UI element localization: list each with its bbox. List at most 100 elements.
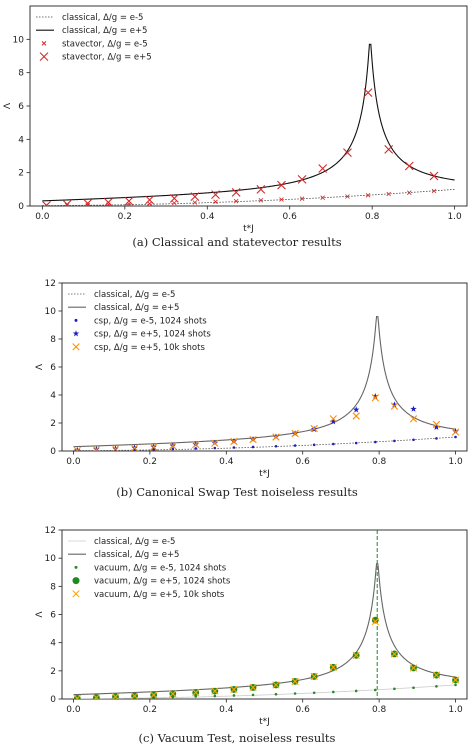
legend-label: csp, Δ/g = e+5, 1024 shots [94,330,211,340]
y-tick-label: 6 [50,611,56,621]
data-point-star [74,446,81,451]
legend-label: classical, Δ/g = e-5 [94,537,175,547]
data-point-x-marker [62,199,72,206]
series-line-2 [73,563,456,696]
data-point-x-marker [318,164,328,173]
data-point-x-marker [169,442,177,450]
data-point-x-marker [256,184,266,194]
data-point-dot [213,446,217,450]
data-point-x-marker [169,690,177,698]
data-point-x-marker [390,650,399,658]
legend-label: classical, Δ/g = e+5 [94,550,179,560]
data-point-dot [393,439,396,443]
x-tick-label: 0.6 [296,705,311,715]
x-tick-label: 1.0 [448,705,463,715]
panel-3: 0.0 0.2 0.4 0.6 0.8 1.0 0 2 4 6 8 10 12 t*J Λclassical… [35,526,468,745]
data-point-x-marker [371,617,379,626]
y-tick-label: 0 [50,695,56,705]
legend-x-swatch [41,41,47,46]
data-point-x-marker [192,440,200,449]
plot-area [73,316,460,451]
data-point-x-marker [130,692,139,699]
data-point-x-marker [192,200,198,205]
x-tick-label: 1.0 [447,212,462,222]
y-axis-label: Λ [35,363,45,370]
x-tick-label: 0.8 [372,705,387,715]
legend-label: vacuum, Δ/g = e+5, 10k shots [94,590,225,600]
legend-label: csp, Δ/g = e-5, 1024 shots [94,316,207,326]
data-point-star [452,428,459,435]
x-axis-label: t*J [259,717,270,727]
legend-label: classical, Δ/g = e+5 [62,26,147,36]
data-point-x-marker [291,677,299,686]
plot-area [42,43,455,206]
x-axis-label: t*J [243,224,254,234]
data-point-x-marker [432,671,441,679]
data-point-dot [454,435,457,439]
data-point-dot [412,686,415,690]
data-point-x-marker [407,190,412,195]
data-point-x-marker [291,429,299,438]
data-point-large-dot [371,616,379,624]
y-tick-label: 12 [45,526,56,536]
data-point-x-marker [42,200,51,206]
x-tick-label: 0.0 [35,212,50,222]
data-point-x-marker [279,197,284,202]
data-point-dot [232,446,236,449]
y-tick-label: 6 [18,102,24,112]
y-tick-label: 12 [45,279,56,289]
data-point-dot [412,438,415,442]
data-point-dot [251,693,255,697]
series-line-1 [42,188,455,206]
data-point-star [410,405,417,412]
legend-x-swatch [72,590,80,598]
data-point-x-marker [258,198,264,203]
y-tick-label: 6 [50,363,56,373]
series-line-2 [73,316,456,448]
data-point-x-marker [172,200,177,206]
y-tick-label: 8 [18,69,24,79]
data-point-dot [454,683,457,687]
legend-label: stavector, Δ/g = e+5 [62,53,152,63]
data-point-x-marker [404,161,414,171]
data-point-x-marker [272,433,280,441]
data-point-x-marker [111,445,120,451]
data-point-x-marker [432,420,441,429]
y-axis-label: Λ [35,611,45,618]
data-point-dot [232,694,236,697]
panel-2: 0.0 0.2 0.4 0.6 0.8 1.0 0 2 4 6 8 10 12 t*J Λclassical… [35,279,468,499]
y-tick-label: 8 [50,582,56,592]
data-point-x-marker [230,685,238,694]
data-point-x-marker [92,693,101,699]
legend: classical, Δ/g = e-5 classical, Δ/g = e+5… [68,537,231,600]
series-line-2 [42,43,455,202]
data-point-dot [435,437,438,440]
data-point-x-marker [211,687,219,695]
legend-large-dot-swatch [72,577,80,585]
data-point-x-marker [190,192,200,202]
x-tick-label: 0.2 [143,457,157,467]
data-point-x-marker [73,694,81,699]
data-point-star [330,418,337,425]
data-point-x-marker [299,196,305,201]
data-point-x-marker [384,144,394,154]
x-tick-label: 1.0 [448,457,463,467]
data-point-dot [312,691,316,695]
data-point-x-marker [147,201,152,206]
data-point-x-marker [310,424,318,433]
y-tick-label: 10 [45,307,57,317]
data-point-x-marker [390,402,399,410]
data-point-x-marker [371,394,379,402]
data-point-dot [331,690,335,694]
data-point-dot [274,692,278,696]
legend-star-swatch [72,330,80,337]
data-point-dot [435,685,438,688]
data-point-star [433,423,440,430]
data-point-dot [354,441,358,445]
x-tick-label: 0.2 [118,212,132,222]
data-point-x-marker [329,663,337,672]
data-point-x-marker [83,198,93,206]
data-point-dot [374,440,377,444]
data-point-x-marker [92,445,101,451]
